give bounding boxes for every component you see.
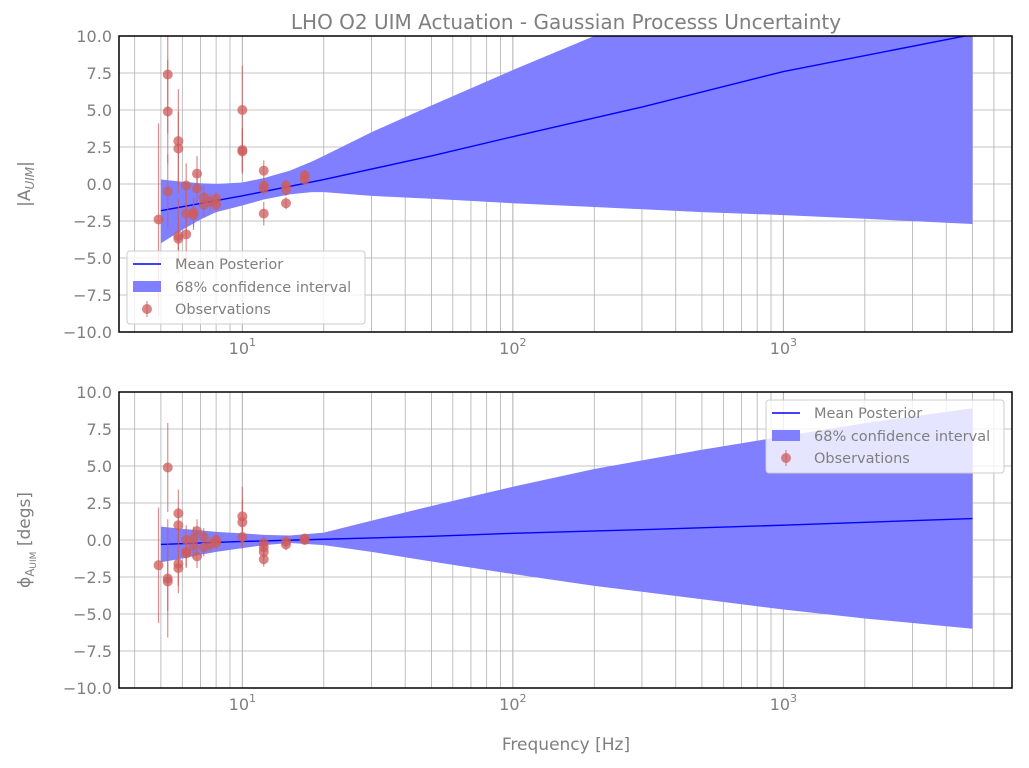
panel0-observation-point (299, 174, 310, 185)
panel1-y-tick-label: −7.5 (73, 642, 112, 661)
panel0-y-axis-label: |AUIM| (15, 161, 37, 207)
panel1-legend-label: Observations (814, 451, 910, 467)
panel0-y-tick-label: −2.5 (73, 212, 112, 231)
panel0-observation-point (258, 208, 269, 219)
panel0-observation-point (173, 143, 184, 154)
panel1-observation-point (192, 551, 203, 562)
panel0-y-tick-label: −10.0 (63, 323, 112, 342)
panel0-x-tick-label: 103 (770, 336, 797, 358)
panel1-observation-point (198, 532, 209, 543)
panel1-legend-label: 68% confidence interval (814, 429, 990, 445)
panel1-x-tick-label: 103 (770, 692, 797, 714)
panel0-axes-frame (118, 35, 1013, 333)
panel0-confidence-band (160, 36, 973, 244)
panel0-legend-label: Mean Posterior (175, 257, 283, 273)
panel1-legend-obs-swatch (781, 453, 791, 463)
panel0-observation-point (237, 105, 248, 115)
panel0-observation-point (280, 198, 291, 209)
panel1-x-tick-label: 102 (499, 692, 526, 714)
panel1-observation-point (211, 537, 222, 548)
panel0-plot-area (153, 36, 973, 316)
panel1-observation-point (173, 520, 184, 531)
panel0-y-tick-label: −5.0 (73, 249, 112, 268)
panel0-legend: Mean Posterior 68% confidence interval Obs… (126, 250, 366, 325)
panel1-y-tick-label: 5.0 (87, 457, 112, 476)
magnitude-panel: −10.0 −7.5 −5.0 −2.5 0.0 2.5 5.0 7.5 10.0 101 102 1… (15, 27, 1013, 358)
panel1-legend-band-swatch (772, 430, 800, 441)
panel0-legend-band-swatch (133, 281, 161, 292)
panel1-y-tick-label: −2.5 (73, 568, 112, 587)
panel1-observation-point (192, 526, 203, 537)
chart-title: LHO O2 UIM Actuation - Gaussian Processs… (291, 10, 841, 34)
panel0-legend-obs-swatch (142, 304, 152, 314)
panel0-observation-point (162, 186, 173, 197)
panel1-y-tick-label: −10.0 (63, 679, 112, 698)
panel1-y-tick-label: 0.0 (87, 531, 112, 550)
phase-panel: −10.0 −7.5 −5.0 −2.5 0.0 2.5 5.0 7.5 10.0 101 102 1… (15, 383, 1013, 714)
panel0-observation-point (162, 106, 173, 117)
panel0-y-tick-label: 7.5 (87, 64, 112, 83)
panel1-observation-point (237, 532, 248, 543)
panel0-observation-point (181, 180, 192, 191)
panel1-y-tick-label: 7.5 (87, 420, 112, 439)
panel0-legend-label: 68% confidence interval (175, 280, 351, 296)
panel1-observation-point (181, 548, 192, 559)
panel1-observation-point (237, 517, 248, 528)
panel1-y-tick-label: 10.0 (76, 383, 112, 402)
panel0-mean-posterior-line (160, 36, 969, 212)
panel1-observation-point (162, 576, 173, 587)
panel1-observation-point (173, 563, 184, 574)
panel0-y-tick-label: 10.0 (76, 27, 112, 46)
panel0-observation-point (258, 183, 269, 194)
panel0-observation-point (192, 183, 203, 194)
panel0-observation-point (173, 233, 184, 244)
panel0-observation-point (258, 165, 269, 176)
panel0-legend-label: Observations (175, 302, 271, 318)
panel1-observation-point (299, 535, 310, 545)
panel1-legend-box (765, 399, 1005, 474)
panel0-legend-box (126, 250, 366, 325)
panel1-x-tick-label: 101 (229, 692, 256, 714)
panel0-observation-point (211, 199, 222, 210)
panel0-y-tick-label: 5.0 (87, 101, 112, 120)
panel1-observation-point (153, 560, 164, 571)
panel0-x-tick-label: 102 (499, 336, 526, 358)
x-axis-label: Frequency [Hz] (502, 735, 630, 755)
panel1-observation-point (280, 539, 291, 550)
panel1-observation-point (258, 554, 269, 565)
panel1-legend: Mean Posterior 68% confidence interval Obs… (765, 399, 1005, 474)
panel0-y-tick-label: −7.5 (73, 286, 112, 305)
panel0-observation-point (280, 184, 291, 195)
panel0-observation-point (181, 229, 192, 240)
panel0-y-tick-label: 2.5 (87, 138, 112, 157)
panel0-observation-point (188, 207, 199, 218)
panel1-mean-posterior-line (160, 517, 973, 546)
panel0-y-tick-label: 0.0 (87, 175, 112, 194)
panel1-legend-label: Mean Posterior (814, 406, 922, 422)
panel0-observation-point (237, 146, 248, 157)
panel1-observation-point (162, 462, 173, 473)
panel1-axes-frame (118, 391, 1013, 689)
panel0-observation-point (153, 214, 164, 225)
panel1-y-tick-label: −5.0 (73, 605, 112, 624)
panel0-x-tick-label: 101 (229, 336, 256, 358)
panel1-observation-point (188, 540, 199, 551)
panel1-y-axis-label: ϕAUIM [degs] (15, 492, 39, 588)
panel1-y-tick-label: 2.5 (87, 494, 112, 513)
